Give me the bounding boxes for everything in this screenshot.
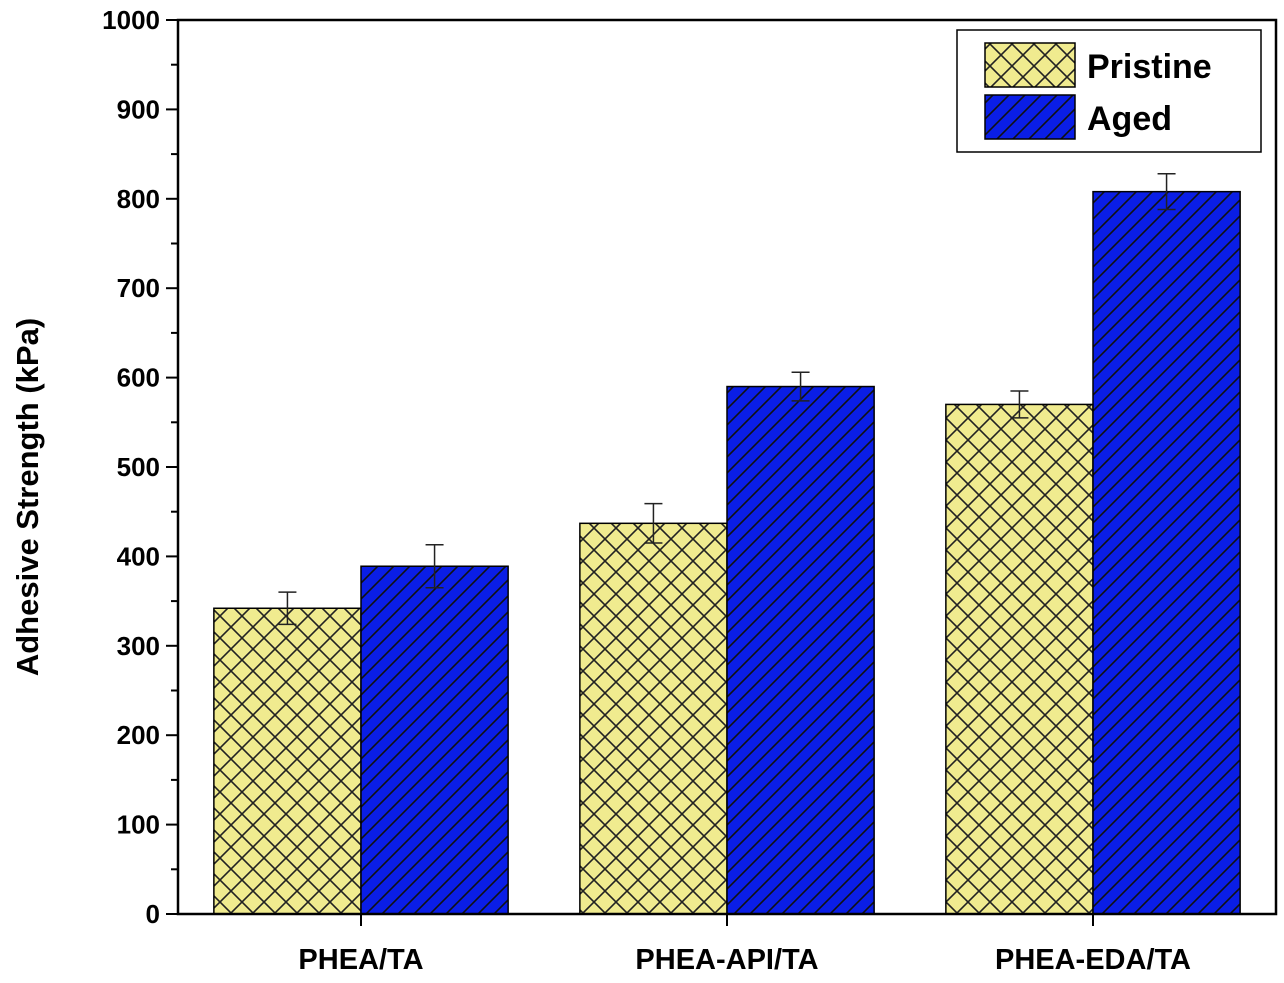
y-axis: 0 100 200 300 400 500 600 700 800 900 1000	[102, 5, 178, 929]
y-tick-label: 900	[117, 94, 160, 124]
bar-aged	[1092, 190, 1241, 915]
y-tick-label: 500	[117, 452, 160, 482]
y-tick-label: 400	[117, 541, 160, 571]
y-tick-label: 1000	[102, 5, 160, 35]
bar-aged	[726, 385, 875, 915]
bar-pristine	[579, 522, 728, 915]
x-axis: PHEA/TA PHEA-API/TA PHEA-EDA/TA	[298, 914, 1191, 976]
x-category-label: PHEA-API/TA	[635, 944, 818, 976]
y-tick-label: 700	[117, 273, 160, 303]
legend-label-pristine: Pristine	[1087, 48, 1212, 86]
bar-pristine	[945, 403, 1094, 915]
legend-swatch-aged	[984, 94, 1076, 140]
legend-label-aged: Aged	[1087, 100, 1172, 138]
y-tick-label: 200	[117, 720, 160, 750]
legend-swatch-pristine	[984, 42, 1076, 88]
bars-layer	[213, 190, 1241, 915]
bar-pristine	[213, 607, 362, 915]
bar-aged	[360, 565, 509, 915]
y-tick-label: 0	[146, 899, 160, 929]
y-tick-label: 600	[117, 363, 160, 393]
y-tick-label: 300	[117, 631, 160, 661]
y-tick-label: 800	[117, 184, 160, 214]
error-bars-layer	[278, 173, 1176, 626]
y-axis-title: Adhesive Strength (kPa)	[10, 318, 45, 676]
legend: Pristine Aged	[956, 29, 1262, 153]
x-category-label: PHEA-EDA/TA	[995, 944, 1191, 976]
x-category-label: PHEA/TA	[298, 944, 423, 976]
y-tick-label: 100	[117, 810, 160, 840]
